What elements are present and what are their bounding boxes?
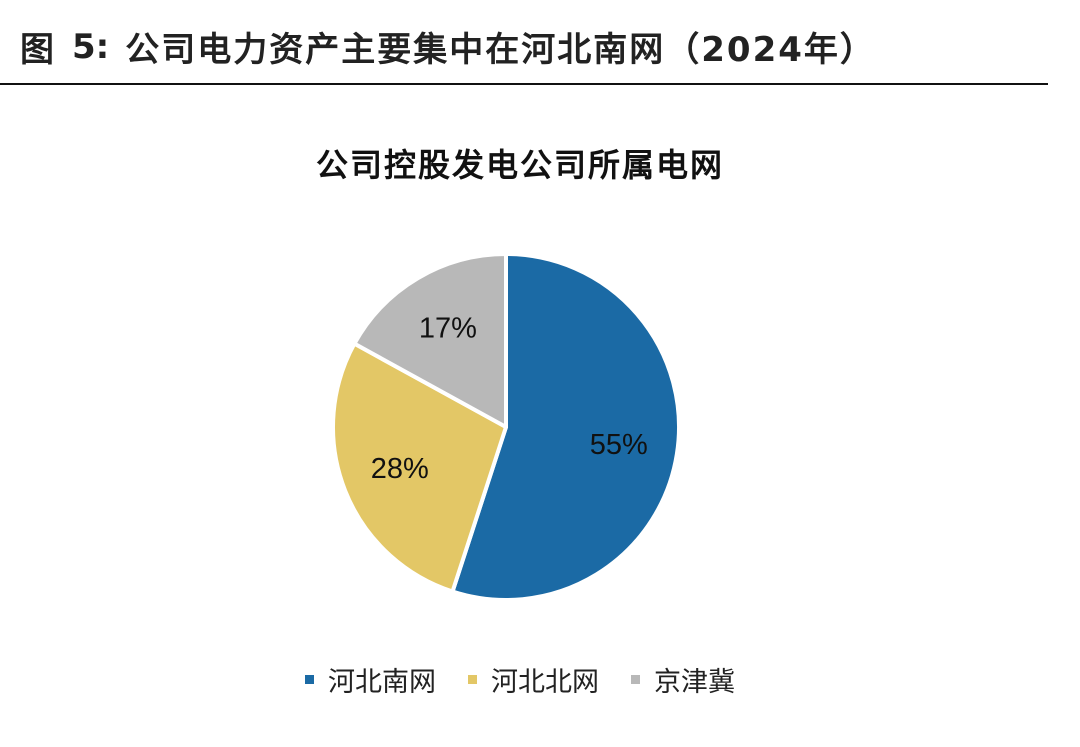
header-divider: [0, 83, 1048, 85]
figure-title: 公司电力资产主要集中在河北南网（2024年）: [125, 30, 876, 70]
legend-swatch-0: [305, 675, 314, 684]
figure-label: 图: [20, 30, 54, 70]
pie-slice-2: [352, 252, 508, 429]
chart-legend: 河北南网 河北北网 京津冀: [0, 660, 1040, 699]
figure-header: 图 5: 公司电力资产主要集中在河北南网（2024年）: [20, 22, 876, 71]
legend-item-1: 河北北网: [468, 660, 599, 699]
legend-item-0: 河北南网: [305, 660, 436, 699]
legend-swatch-2: [631, 675, 640, 684]
slice-label-1: 28%: [371, 453, 429, 485]
slice-label-2: 17%: [419, 313, 477, 345]
pie-slice-1: [331, 341, 508, 594]
legend-label-0: 河北南网: [328, 667, 436, 698]
legend-swatch-1: [468, 675, 477, 684]
legend-label-1: 河北北网: [491, 667, 599, 698]
figure-number: 5:: [72, 26, 110, 67]
legend-label-2: 京津冀: [654, 667, 735, 698]
slice-label-0: 55%: [590, 429, 648, 461]
legend-item-2: 京津冀: [631, 660, 735, 699]
chart-title: 公司控股发电公司所属电网: [315, 146, 724, 184]
pie-slice-0: [450, 252, 682, 602]
pie-slices: [331, 252, 682, 602]
pie-labels: 55% 28% 17%: [371, 313, 648, 485]
